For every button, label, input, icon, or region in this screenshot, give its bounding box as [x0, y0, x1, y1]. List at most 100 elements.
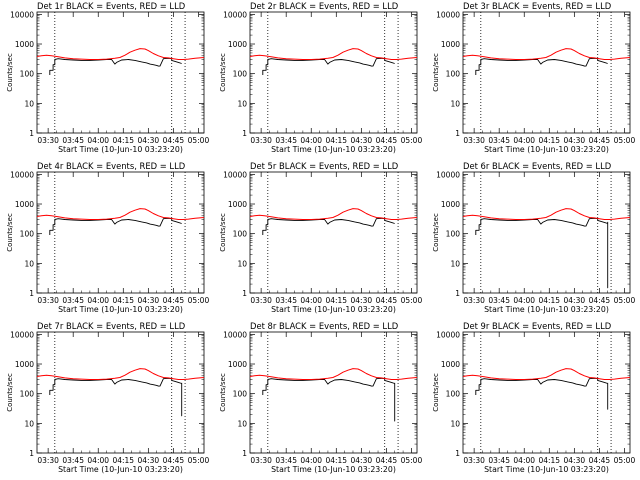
x-tick-label: 04:00 — [300, 136, 322, 145]
y-axis-label: Counts/sec — [219, 53, 227, 92]
y-tick-label: 1000 — [228, 40, 247, 49]
events-series-line — [262, 377, 396, 422]
chart-svg: Det 1r BLACK = Events, RED = LLD 1 10 100 10… — [6, 1, 209, 154]
plot-frame — [462, 11, 631, 134]
x-tick-label: 04:45 — [589, 456, 611, 465]
y-tick-label: 100 — [20, 70, 35, 79]
chart-svg: Det 6r BLACK = Events, RED = LLD 1 10 100 10… — [432, 161, 635, 314]
x-tick-label: 04:30 — [351, 296, 373, 305]
x-tick-label: 04:00 — [513, 136, 535, 145]
events-series-line — [475, 217, 609, 289]
y-axis-label: Counts/sec — [219, 373, 227, 412]
x-tick-label: 03:30 — [463, 456, 485, 465]
chart-svg: Det 2r BLACK = Events, RED = LLD 1 10 100 10… — [219, 1, 422, 154]
detector-panel-2: Det 2r BLACK = Events, RED = LLD 1 10 100 10… — [213, 0, 426, 160]
plot-frame — [249, 331, 418, 454]
x-tick-label: 04:45 — [163, 136, 185, 145]
chart-title: Det 4r BLACK = Events, RED = LLD — [37, 161, 185, 171]
y-axis-label: Counts/sec — [219, 213, 227, 252]
y-tick-label: 10000 — [223, 170, 247, 179]
detector-panel-5: Det 5r BLACK = Events, RED = LLD 1 10 100 10… — [213, 160, 426, 320]
x-tick-label: 04:00 — [87, 456, 109, 465]
x-tick-label: 04:00 — [513, 456, 535, 465]
x-tick-label: 04:15 — [538, 296, 560, 305]
x-axis-label: Start Time (10-Jun-10 03:23:20) — [484, 305, 609, 314]
chart-title: Det 6r BLACK = Events, RED = LLD — [463, 161, 611, 171]
x-tick-label: 04:00 — [87, 136, 109, 145]
y-tick-label: 1000 — [15, 40, 34, 49]
events-series-line — [262, 57, 395, 75]
x-axis-label: Start Time (10-Jun-10 03:23:20) — [484, 465, 609, 474]
x-tick-label: 04:45 — [376, 136, 398, 145]
y-tick-label: 1 — [29, 449, 34, 458]
y-tick-label: 10 — [24, 259, 34, 268]
y-tick-label: 100 — [233, 230, 248, 239]
detector-panel-6: Det 6r BLACK = Events, RED = LLD 1 10 100 10… — [426, 160, 639, 320]
x-axis-label: Start Time (10-Jun-10 03:23:20) — [484, 145, 609, 154]
y-tick-label: 100 — [20, 230, 35, 239]
x-tick-label: 05:00 — [401, 296, 423, 305]
plot-frame — [249, 11, 418, 134]
y-tick-label: 10 — [24, 99, 34, 108]
x-tick-label: 04:15 — [325, 136, 347, 145]
detector-panel-1: Det 1r BLACK = Events, RED = LLD 1 10 100 10… — [0, 0, 213, 160]
y-tick-label: 10000 — [10, 170, 34, 179]
events-series-line — [475, 377, 609, 410]
chart-svg: Det 9r BLACK = Events, RED = LLD 1 10 100 10… — [432, 321, 635, 474]
chart-title: Det 7r BLACK = Events, RED = LLD — [37, 321, 185, 331]
y-tick-label: 100 — [446, 390, 461, 399]
x-tick-label: 04:30 — [138, 136, 160, 145]
lld-series-line — [462, 48, 631, 60]
y-tick-label: 10 — [450, 419, 460, 428]
detector-panel-3: Det 3r BLACK = Events, RED = LLD 1 10 100 10… — [426, 0, 639, 160]
chart-title: Det 3r BLACK = Events, RED = LLD — [463, 1, 611, 11]
lld-series-line — [36, 208, 205, 220]
y-tick-label: 10 — [237, 259, 247, 268]
lld-series-line — [249, 48, 418, 60]
x-tick-label: 03:45 — [275, 296, 297, 305]
plot-frame — [462, 331, 631, 454]
y-tick-label: 100 — [233, 390, 248, 399]
x-tick-label: 05:00 — [188, 456, 210, 465]
x-tick-label: 04:30 — [564, 136, 586, 145]
x-tick-label: 04:00 — [300, 296, 322, 305]
y-tick-label: 10 — [450, 259, 460, 268]
y-tick-label: 1000 — [228, 360, 247, 369]
y-tick-label: 1 — [29, 289, 34, 298]
x-tick-label: 04:30 — [138, 296, 160, 305]
x-tick-label: 04:45 — [376, 296, 398, 305]
chart-title: Det 5r BLACK = Events, RED = LLD — [250, 161, 398, 171]
x-tick-label: 03:30 — [250, 296, 272, 305]
y-tick-label: 100 — [446, 70, 461, 79]
x-tick-label: 04:15 — [112, 296, 134, 305]
x-tick-label: 04:15 — [112, 456, 134, 465]
y-tick-label: 100 — [233, 70, 248, 79]
x-axis-label: Start Time (10-Jun-10 03:23:20) — [271, 465, 396, 474]
chart-title: Det 8r BLACK = Events, RED = LLD — [250, 321, 398, 331]
y-tick-label: 10 — [450, 99, 460, 108]
y-axis-label: Counts/sec — [432, 213, 440, 252]
x-tick-label: 03:45 — [488, 456, 510, 465]
y-tick-label: 1 — [242, 449, 247, 458]
plot-frame — [36, 11, 205, 134]
x-tick-label: 05:00 — [614, 136, 636, 145]
x-tick-label: 05:00 — [401, 456, 423, 465]
x-axis-label: Start Time (10-Jun-10 03:23:20) — [58, 465, 183, 474]
y-tick-label: 1000 — [441, 200, 460, 209]
x-tick-label: 04:45 — [376, 456, 398, 465]
x-tick-label: 03:30 — [37, 456, 59, 465]
lld-series-line — [36, 48, 205, 60]
x-tick-label: 03:45 — [62, 456, 84, 465]
x-tick-label: 04:45 — [163, 456, 185, 465]
y-tick-label: 100 — [20, 390, 35, 399]
y-tick-label: 10000 — [10, 10, 34, 19]
y-tick-label: 10 — [237, 99, 247, 108]
y-tick-label: 1 — [242, 129, 247, 138]
x-tick-label: 03:45 — [275, 136, 297, 145]
x-tick-label: 04:30 — [564, 456, 586, 465]
chart-svg: Det 5r BLACK = Events, RED = LLD 1 10 100 10… — [219, 161, 423, 314]
lld-series-line — [36, 368, 205, 380]
x-tick-label: 03:30 — [463, 296, 485, 305]
x-axis-label: Start Time (10-Jun-10 03:23:20) — [271, 305, 396, 314]
y-tick-label: 1 — [242, 289, 247, 298]
